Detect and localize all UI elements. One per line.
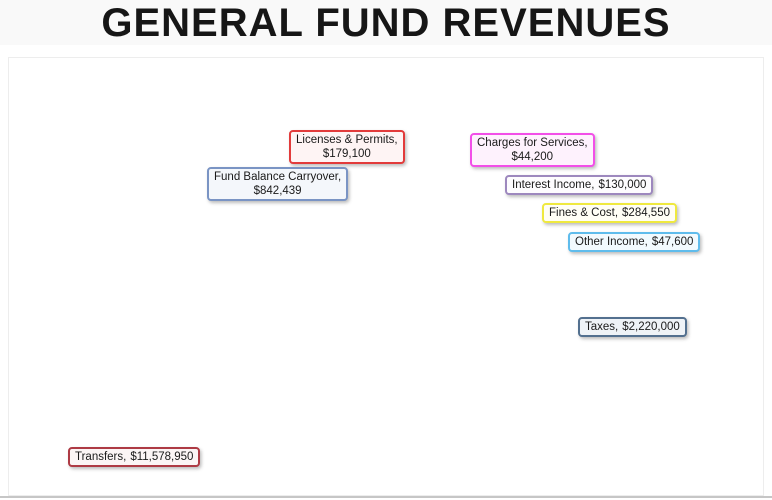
callout-fund-balance-carryover[interactable]: Fund Balance Carryover, $842,439 bbox=[207, 167, 349, 201]
callout-label: Interest Income, bbox=[512, 179, 595, 191]
callout-label: Transfers, bbox=[75, 451, 127, 463]
callout-label: Other Income, bbox=[575, 236, 648, 248]
callout-label: Fund Balance Carryover, bbox=[214, 171, 342, 183]
callout-value: $842,439 bbox=[253, 185, 302, 197]
callout-label: Charges for Services, bbox=[477, 137, 588, 149]
callout-value: $44,200 bbox=[511, 151, 554, 163]
callout-label: Licenses & Permits, bbox=[296, 134, 398, 146]
bottom-divider bbox=[0, 496, 772, 498]
chart-frame bbox=[8, 57, 764, 496]
callout-label: Fines & Cost, bbox=[549, 207, 619, 219]
callout-fines-cost[interactable]: Fines & Cost, $284,550 bbox=[542, 203, 677, 223]
page-title: GENERAL FUND REVENUES bbox=[101, 1, 671, 45]
callout-other-income[interactable]: Other Income, $47,600 bbox=[568, 232, 701, 252]
callout-licenses-permits[interactable]: Licenses & Permits, $179,100 bbox=[289, 130, 405, 164]
callout-value: $11,578,950 bbox=[130, 451, 194, 463]
callout-taxes[interactable]: Taxes, $2,220,000 bbox=[578, 317, 687, 337]
callout-value: $47,600 bbox=[651, 236, 694, 248]
callout-charges-for-services[interactable]: Charges for Services, $44,200 bbox=[470, 133, 595, 167]
callout-interest-income[interactable]: Interest Income, $130,000 bbox=[505, 175, 654, 195]
callout-label: Taxes, bbox=[585, 321, 619, 333]
callout-value: $179,100 bbox=[322, 148, 371, 160]
callout-value: $2,220,000 bbox=[622, 321, 680, 333]
callout-transfers[interactable]: Transfers, $11,578,950 bbox=[68, 447, 201, 467]
callout-value: $130,000 bbox=[598, 179, 647, 191]
title-band bbox=[0, 0, 772, 45]
callout-value: $284,550 bbox=[622, 207, 670, 219]
